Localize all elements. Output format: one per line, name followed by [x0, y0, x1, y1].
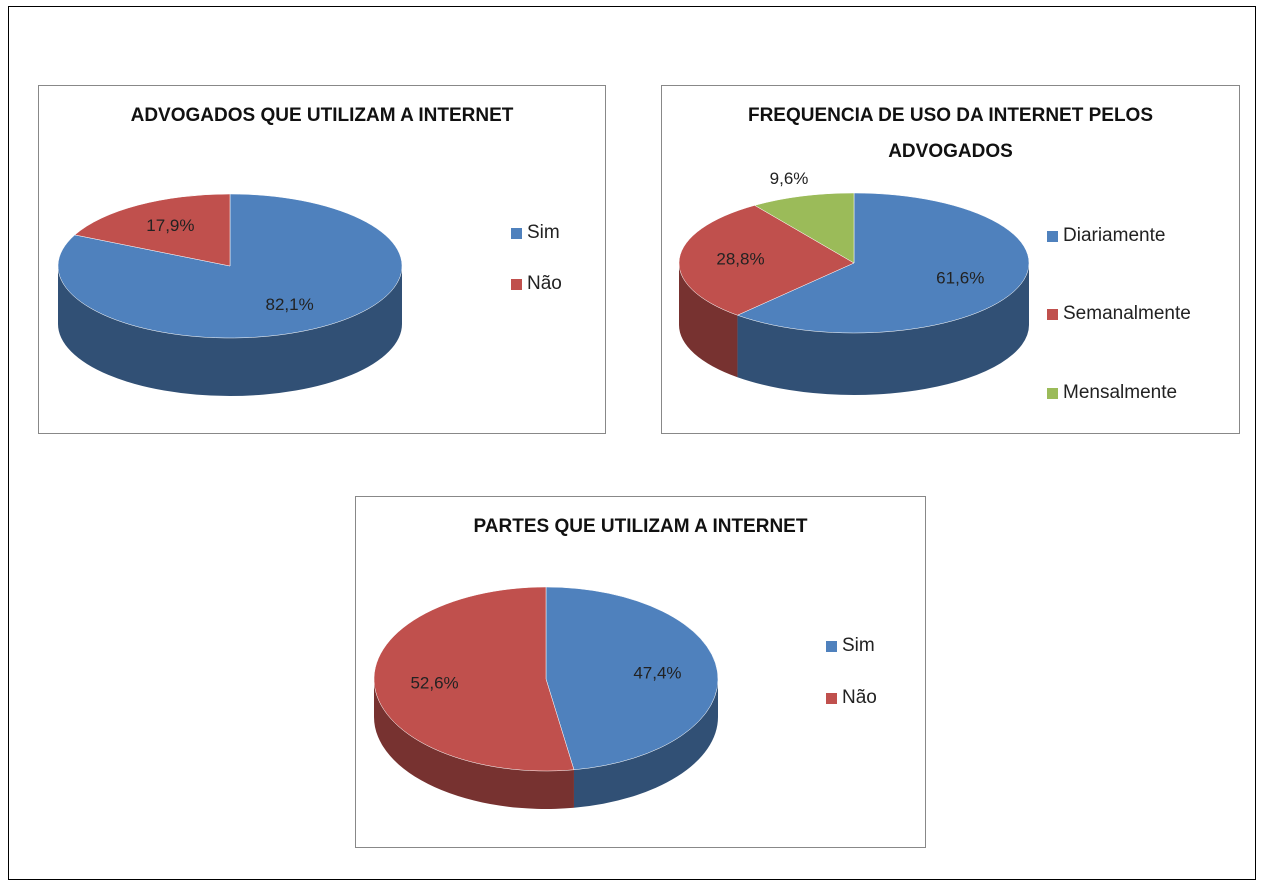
chart-panel: ADVOGADOS QUE UTILIZAM A INTERNET 82,1% 17… — [38, 85, 606, 434]
data-label: 52,6% — [410, 673, 458, 692]
data-label: 82,1% — [266, 295, 314, 314]
legend-swatch — [826, 640, 837, 652]
legend-item: Sim — [511, 221, 560, 245]
pie-side — [573, 679, 718, 808]
pie-chart: 47,4% 52,6% — [373, 586, 719, 809]
pie-slice — [678, 205, 855, 316]
legend-label: Sim — [527, 222, 560, 243]
legend-label: Mensalmente — [1063, 382, 1178, 403]
pie-slice — [754, 192, 855, 264]
legend-label: Semanalmente — [1063, 303, 1191, 324]
legend-swatch — [826, 692, 837, 704]
pie-side — [679, 263, 738, 378]
legend-swatch — [1047, 387, 1058, 399]
pie-side — [58, 266, 402, 396]
legend-label: Não — [527, 273, 562, 294]
data-label: 61,6% — [936, 269, 984, 288]
legend-item: Semanalmente — [1047, 302, 1191, 326]
legend-swatch — [1047, 230, 1058, 242]
legend-item: Sim — [826, 634, 875, 658]
pie-side — [374, 679, 574, 809]
pie-slice — [545, 586, 719, 771]
legend-swatch — [1047, 308, 1058, 320]
pie-chart: 61,6% 28,8% 9,6% — [678, 169, 1030, 395]
legend-item: Mensalmente — [1047, 381, 1177, 405]
pie-side — [737, 263, 1029, 395]
legend-item: Não — [826, 686, 877, 710]
legend-label: Não — [842, 687, 877, 708]
pie-slice — [736, 192, 1030, 334]
chart-title: FREQUENCIA DE USO DA INTERNET PELOS ADVO… — [747, 105, 1153, 162]
chart-title: PARTES QUE UTILIZAM A INTERNET — [473, 516, 808, 537]
data-label: 17,9% — [146, 216, 194, 235]
data-label: 47,4% — [633, 664, 681, 683]
legend-item: Diariamente — [1047, 224, 1165, 248]
legend-label: Sim — [842, 635, 875, 656]
chart-panel: PARTES QUE UTILIZAM A INTERNET 47,4% 52,6%… — [355, 496, 926, 848]
chart-title: ADVOGADOS QUE UTILIZAM A INTERNET — [130, 105, 514, 126]
pie-chart: 82,1% 17,9% — [57, 193, 403, 396]
legend-item: Não — [511, 272, 562, 296]
data-label: 28,8% — [716, 250, 764, 269]
data-label: 9,6% — [770, 169, 809, 188]
legend-label: Diariamente — [1063, 225, 1166, 246]
legend-swatch — [511, 278, 522, 290]
legend-swatch — [511, 227, 522, 239]
pie-slice — [373, 586, 575, 772]
page: ADVOGADOS QUE UTILIZAM A INTERNET 82,1% 17… — [8, 6, 1256, 880]
pie-slice — [74, 193, 231, 267]
chart-panel: FREQUENCIA DE USO DA INTERNET PELOS ADVO… — [661, 85, 1240, 434]
